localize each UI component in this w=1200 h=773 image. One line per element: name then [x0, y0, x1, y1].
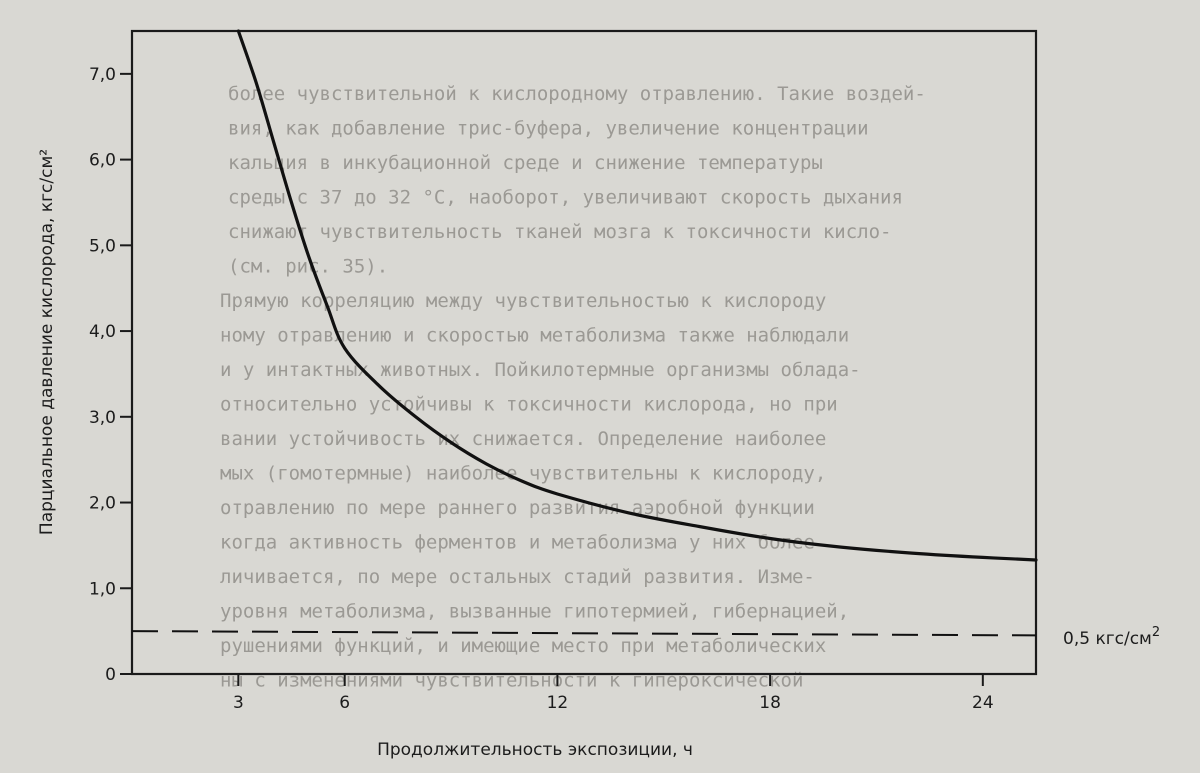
background-text-line: когда активность ферментов и метаболизма…	[220, 532, 815, 554]
y-tick-label: 0	[105, 665, 116, 685]
background-text-line: и у интактных животных. Пойкилотермные о…	[220, 359, 861, 381]
y-tick-label: 7,0	[89, 65, 116, 85]
background-text: более чувствительной к кислородному отра…	[220, 83, 926, 692]
y-tick-label: 6,0	[89, 151, 116, 171]
background-text-line: личивается, по мере остальных стадий раз…	[220, 566, 815, 588]
background-text-line: более чувствительной к кислородному отра…	[228, 83, 926, 105]
background-text-line: уровня метаболизма, вызванные гипотермие…	[220, 601, 849, 623]
background-text-line: относительно устойчивы к токсичности кис…	[220, 394, 838, 416]
annotation-label: 0,5 кгс/см2	[1063, 625, 1160, 649]
series-curve	[236, 29, 1038, 562]
x-tick-label: 24	[972, 693, 994, 713]
background-text-line: вия, как добавление трис-буфера, увеличе…	[228, 118, 869, 140]
background-text-line: рушениями функций, и имеющие место при м…	[220, 635, 826, 657]
y-tick-label: 4,0	[89, 322, 116, 342]
x-tick-label: 18	[759, 693, 781, 713]
x-tick-label: 6	[339, 693, 350, 713]
background-text-line: среды с 37 до 32 °С, наоборот, увеличива…	[228, 187, 903, 209]
x-tick-label: 12	[547, 693, 569, 713]
y-axis-ticks: 0 1,0 2,0 3,0 4,0 5,0 6,0 7,0	[89, 65, 132, 685]
x-axis-ticks: 3 6 12 18 24	[233, 674, 994, 713]
background-text-line: ны с изменениями чувствительности к гипе…	[220, 670, 803, 692]
background-text-line: снижают чувствительность тканей мозга к …	[228, 221, 891, 243]
background-text-line: Прямую корреляцию между чувствительность…	[220, 290, 826, 312]
y-tick-label: 1,0	[89, 579, 116, 599]
background-text-line: (см. рис. 35).	[228, 256, 388, 278]
background-text-line: вании устойчивость их снижается. Определ…	[220, 428, 826, 450]
y-tick-label: 5,0	[89, 236, 116, 256]
background-text-line: отравлению по мере раннего развития аэро…	[220, 497, 815, 519]
plot-frame	[130, 29, 1038, 676]
x-axis-label: Продолжительность экспозиции, ч	[377, 740, 693, 760]
y-tick-label: 3,0	[89, 408, 116, 428]
series-layer	[131, 29, 1038, 637]
background-text-line: мых (гомотермные) наиболее чувствительны…	[220, 463, 826, 485]
y-tick-label: 2,0	[89, 494, 116, 514]
threshold-dashed-line	[131, 630, 1037, 637]
y-axis-label: Парциальное давление кислорода, кгс/см²	[37, 149, 57, 535]
x-tick-label: 3	[233, 693, 244, 713]
background-text-line: ному отравлению и скоростью метаболизма …	[220, 325, 849, 347]
background-text-line: кальция в инкубационной среде и снижение…	[228, 152, 823, 174]
